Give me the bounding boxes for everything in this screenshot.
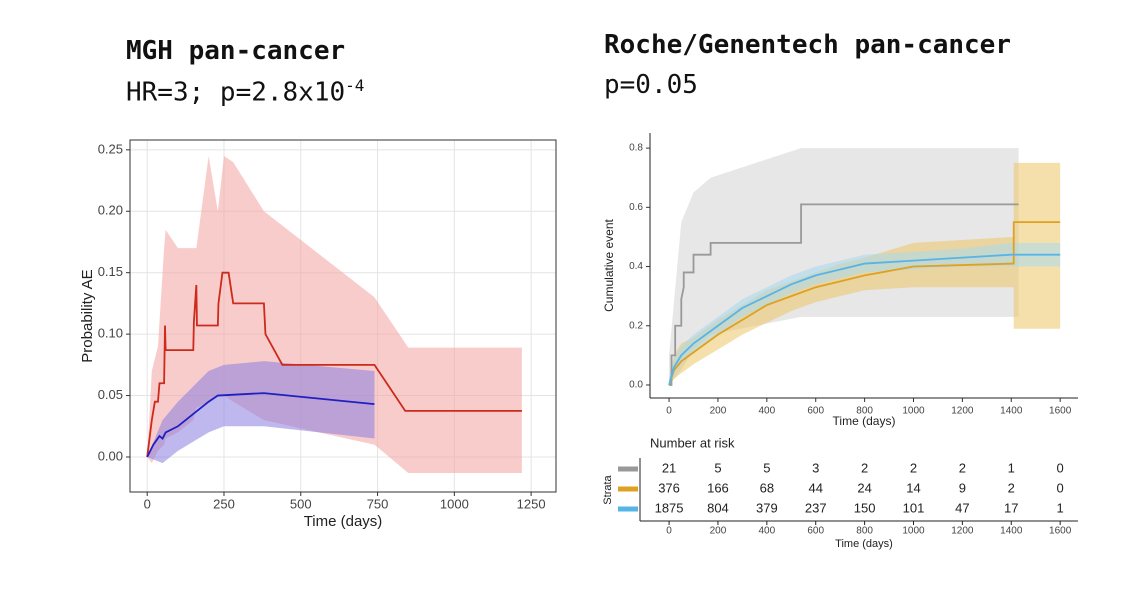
right-title: Roche/Genentech pan-cancer: [604, 30, 1011, 60]
risk-count: 150: [854, 500, 876, 515]
risk-count: 804: [707, 500, 729, 515]
risk-count: 1: [1008, 460, 1015, 475]
risk-x-tick-label: 0: [666, 526, 672, 537]
risk-count: 1875: [655, 500, 684, 515]
risk-x-tick-label: 600: [807, 526, 824, 537]
x-tick-label: 400: [758, 406, 775, 417]
risk-x-tick-label: 400: [758, 526, 775, 537]
risk-count: 9: [959, 480, 966, 495]
y-axis-label: Cumulative event: [602, 218, 616, 311]
risk-table-title: Number at risk: [650, 435, 735, 450]
risk-count: 1: [1057, 500, 1064, 515]
x-tick-label: 500: [290, 496, 312, 511]
risk-count: 2: [861, 460, 868, 475]
plot-frame: [129, 139, 557, 493]
series-line: [668, 221, 1061, 386]
y-tick-label: 0.25: [98, 141, 123, 156]
x-tick-label: 750: [367, 496, 389, 511]
x-tick-label: 1250: [517, 496, 546, 511]
x-tick-label: 200: [710, 406, 727, 417]
risk-x-tick-label: 1600: [1049, 526, 1072, 537]
left-subtitle: HR=3; p=2.8x10-4: [126, 76, 364, 108]
x-tick-label: 800: [856, 406, 873, 417]
risk-table-strata-label: Strata: [602, 474, 614, 504]
x-tick-label: 1600: [1049, 406, 1072, 417]
risk-count: 237: [805, 500, 827, 515]
series-line: [146, 392, 375, 458]
x-tick-label: 1000: [902, 406, 925, 417]
confidence-band: [669, 162, 1061, 385]
y-tick-label: 0.2: [629, 320, 643, 331]
x-axis-label: Time (days): [304, 513, 383, 530]
y-tick-label: 0.6: [629, 202, 643, 213]
risk-count: 0: [1057, 480, 1064, 495]
risk-count: 5: [714, 460, 721, 475]
risk-count: 2: [959, 460, 966, 475]
series-line: [146, 271, 522, 458]
risk-x-tick-label: 1400: [1000, 526, 1023, 537]
risk-count: 376: [658, 480, 680, 495]
y-tick-label: 0.10: [98, 326, 123, 341]
x-tick-label: 250: [213, 496, 235, 511]
y-tick-label: 0.4: [629, 261, 643, 272]
x-tick-label: 0: [666, 406, 672, 417]
risk-count: 47: [955, 500, 969, 515]
x-tick-label: 600: [807, 406, 824, 417]
risk-count: 5: [763, 460, 770, 475]
risk-count: 3: [812, 460, 819, 475]
series-line: [669, 203, 1019, 386]
risk-count: 379: [756, 500, 778, 515]
y-tick-label: 0.0: [629, 380, 643, 391]
risk-count: 14: [906, 480, 920, 495]
series-line: [668, 253, 1061, 386]
risk-count: 2: [910, 460, 917, 475]
risk-count: 44: [808, 480, 822, 495]
confidence-band: [669, 242, 1061, 385]
y-tick-label: 0.00: [98, 448, 123, 463]
y-tick-label: 0.05: [98, 387, 123, 402]
x-tick-label: 1000: [440, 496, 469, 511]
risk-count: 24: [857, 480, 871, 495]
x-tick-label: 1400: [1000, 406, 1023, 417]
subtitle-text: HR=3; p=2.8x10: [126, 77, 346, 108]
y-tick-label: 0.8: [629, 143, 643, 154]
confidence-band: [147, 361, 375, 464]
y-tick-label: 0.20: [98, 203, 123, 218]
y-tick-label: 0.15: [98, 264, 123, 279]
x-tick-label: 0: [144, 496, 151, 511]
right-subtitle: p=0.05: [604, 70, 698, 100]
risk-count: 68: [760, 480, 774, 495]
risk-count: 101: [903, 500, 925, 515]
risk-count: 17: [1004, 500, 1018, 515]
subtitle-exponent: -4: [345, 76, 365, 95]
risk-count: 2: [1008, 480, 1015, 495]
x-tick-label: 1200: [951, 406, 974, 417]
x-axis-label: Time (days): [833, 414, 896, 428]
left-title: MGH pan-cancer: [126, 36, 346, 66]
y-axis-label: Probability AE: [79, 269, 96, 362]
risk-x-tick-label: 200: [710, 526, 727, 537]
risk-count: 21: [662, 460, 676, 475]
risk-count: 166: [707, 480, 729, 495]
risk-x-tick-label: 800: [856, 526, 873, 537]
risk-table-x-label: Time (days): [835, 538, 893, 550]
risk-count: 0: [1057, 460, 1064, 475]
risk-x-tick-label: 1200: [951, 526, 974, 537]
risk-x-tick-label: 1000: [902, 526, 925, 537]
